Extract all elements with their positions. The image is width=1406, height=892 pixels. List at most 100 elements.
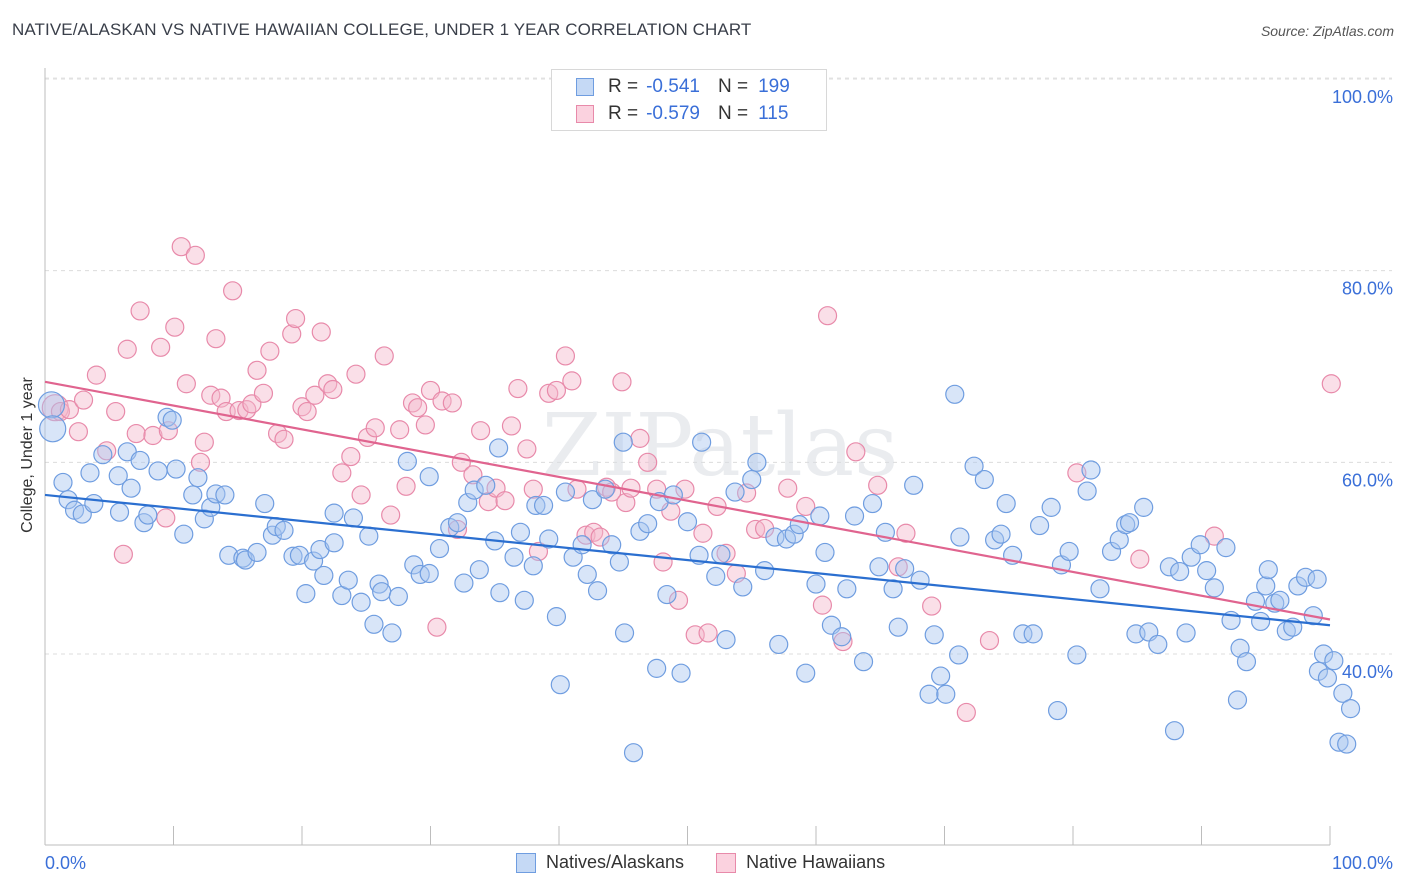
data-point [815,542,835,563]
data-point [950,527,970,547]
data-point [1313,644,1334,664]
data-point [1029,515,1050,536]
data-point [68,422,89,442]
data-point [517,439,537,459]
data-point [388,586,408,607]
data-point [39,415,67,443]
data-point [365,418,385,438]
legend-swatch-blue [516,852,536,873]
data-point [311,322,331,342]
data-point [991,524,1011,544]
data-point [1067,645,1087,665]
data-point [143,425,163,446]
data-point [151,337,171,357]
data-point [613,432,633,452]
data-point [555,346,576,366]
data-point [612,372,632,392]
data-point [364,614,384,634]
data-point [215,485,235,505]
legend-item-natives-alaskans[interactable]: Natives/Alaskans [516,852,684,873]
data-point [274,520,294,540]
data-point [469,560,489,580]
data-point [247,360,267,380]
data-point [623,743,644,763]
data-point [194,432,214,452]
data-point [638,514,658,534]
data-point [523,479,543,499]
data-point [97,441,117,461]
data-point [427,617,447,637]
data-point [677,512,698,532]
data-point [577,564,597,585]
data-point [716,630,736,650]
data-point [514,590,534,610]
data-point [1119,513,1140,533]
data-point [555,482,576,502]
data-point [84,493,104,514]
data-point [274,429,294,449]
data-point [166,459,186,479]
data-point [117,339,137,359]
data-point [602,535,622,555]
data-point [508,378,528,399]
data-point [1176,623,1196,643]
data-point [562,371,582,391]
legend-row-blue: R = -0.541 N = 199 [576,75,790,99]
data-point [324,503,344,523]
data-point [733,577,753,597]
data-point [539,529,559,549]
data-point [711,544,731,564]
data-point [725,482,745,502]
data-point [844,506,865,526]
data-point [533,495,554,516]
legend-n-value: 115 [758,103,789,124]
data-point [351,592,371,612]
data-point [706,566,726,586]
data-point [614,623,635,643]
data-point [113,544,133,564]
data-point [314,565,334,586]
data-point [1148,634,1168,655]
data-point [1216,538,1236,558]
data-point [297,401,317,422]
legend-item-native-hawaiians[interactable]: Native Hawaiians [716,852,885,873]
data-point [86,365,107,385]
axes [44,68,1331,846]
data-point [546,607,567,627]
data-point [351,485,371,505]
y-tick-label: 40.0% [1342,662,1393,682]
data-point [1077,481,1097,501]
series-natives-alaskans [37,384,1361,763]
data-point [949,645,969,665]
data-point [341,446,361,467]
data-point [576,525,596,545]
data-point [846,442,866,462]
data-point [148,461,168,481]
data-point [853,652,874,672]
data-point [463,465,483,485]
data-point [1333,683,1353,703]
data-point [359,526,379,546]
y-tick-label: 80.0% [1342,279,1393,299]
data-point [176,374,196,394]
data-point [1101,541,1122,562]
data-point [490,583,510,603]
data-point [495,491,515,511]
chart-title: NATIVE/ALASKAN VS NATIVE HAWAIIAN COLLEG… [12,20,752,39]
data-point [1204,578,1224,598]
legend-n-label: N = [717,76,749,97]
data-point [73,390,94,410]
y-tick-label: 60.0% [1342,470,1393,490]
data-point [663,485,683,505]
data-point [106,401,126,422]
watermark: ZIPatlas [542,396,898,496]
data-point [174,524,194,544]
data-point [454,573,474,593]
data-point [183,485,203,505]
data-point [1340,699,1361,719]
data-point [869,557,889,577]
data-point [58,490,78,510]
tick-labels: 40.0% 60.0% 80.0% 100.0% 0.0% 100.0% [45,87,1393,873]
data-point [1164,721,1185,741]
